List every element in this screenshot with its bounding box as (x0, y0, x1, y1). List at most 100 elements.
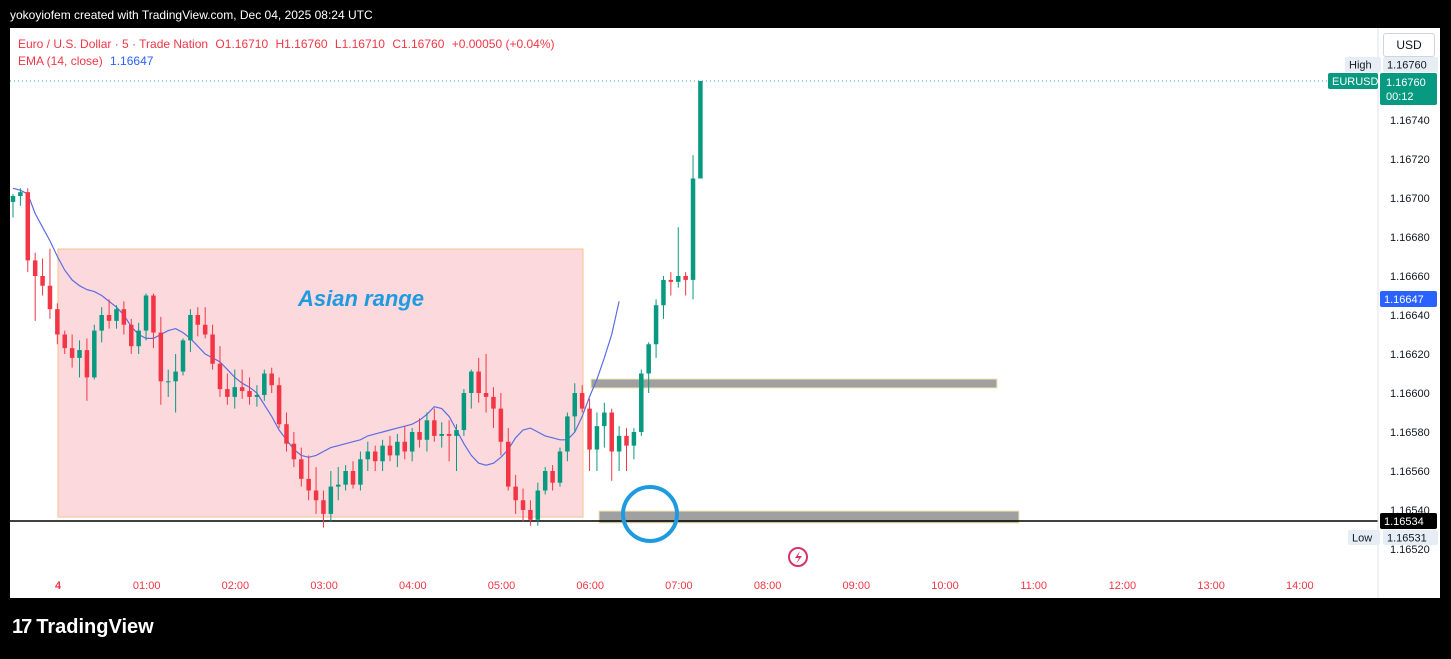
open-value: 1.16710 (224, 37, 269, 51)
x-tick-label: 06:00 (576, 580, 604, 592)
x-tick-label: 11:00 (1020, 580, 1047, 592)
y-tick-label: 1.16740 (1390, 115, 1430, 127)
tradingview-mark-icon: 17 (12, 616, 32, 638)
high-tag-value-bg (1383, 57, 1438, 72)
y-tick-label: 1.16660 (1390, 271, 1430, 283)
candle-body (639, 373, 644, 432)
chart-credit: yokoyiofem created with TradingView.com,… (10, 8, 373, 22)
candle-body (528, 510, 533, 520)
y-tick-label: 1.16620 (1390, 349, 1430, 361)
x-tick-label: 04:00 (399, 580, 427, 592)
high-tag-value: 1.16760 (1387, 60, 1427, 72)
high-label: H (275, 37, 285, 51)
candle-body (232, 387, 237, 397)
candle-body (69, 348, 75, 358)
candle-body (32, 260, 38, 276)
ema-line (12, 187, 620, 466)
candle-body (387, 445, 393, 456)
candle-body (188, 315, 193, 341)
open-label: O (215, 37, 225, 51)
y-tick-label: 1.16520 (1390, 544, 1430, 556)
currency-button[interactable]: USD (1383, 33, 1435, 57)
candle-body (129, 324, 134, 347)
x-tick-label: 09:00 (843, 580, 871, 592)
candle-body (609, 412, 614, 452)
symbol-title[interactable]: Euro / U.S. Dollar · 5 · Trade Nation (18, 37, 209, 51)
last-price-value: 1.16760 (1386, 77, 1426, 89)
candle-body (505, 441, 511, 487)
candle-body (99, 315, 104, 331)
candle-body (328, 486, 334, 514)
candle-body (114, 309, 119, 321)
low-tag-value-bg (1383, 530, 1438, 545)
candle-body (195, 315, 201, 325)
candle-body (284, 424, 289, 444)
candle-body (557, 451, 563, 483)
candle-body (653, 305, 659, 345)
symbol-tag-bg (1328, 73, 1378, 89)
ema-label[interactable]: EMA (14, close) (18, 54, 103, 68)
line-price-tag: 1.16534 (1384, 516, 1424, 528)
event-icon (788, 547, 808, 567)
candle-body (225, 389, 230, 397)
candle-body (550, 471, 555, 483)
symbol-tag: EURUSD (1332, 76, 1379, 88)
candle-body (483, 393, 489, 397)
x-tick-label: 10:00 (931, 580, 959, 592)
low-tag-label: Low (1352, 533, 1372, 545)
ema-price-tag-bg (1380, 291, 1437, 307)
candle-body (520, 500, 526, 510)
candle-body (542, 471, 548, 491)
candle-body (498, 408, 504, 442)
candle-body (254, 394, 260, 397)
candle-body (446, 433, 452, 436)
candle-body (690, 178, 696, 280)
chart-panel[interactable]: Asian range 1.16740 1.16720 1.16700 1.16680… (10, 28, 1440, 598)
candle-body (335, 484, 341, 487)
candle-body (572, 393, 578, 417)
candle-body (143, 295, 149, 331)
high-tag-label-bg (1345, 57, 1381, 72)
candle-body (454, 430, 459, 436)
candle-body (602, 412, 607, 427)
candle-body (276, 385, 282, 425)
x-tick-label: 14:00 (1286, 580, 1314, 592)
ema-value: 1.16647 (110, 54, 154, 68)
candle-body (395, 441, 400, 456)
candle-body (535, 490, 541, 520)
high-tag-label: High (1349, 60, 1372, 72)
chart-legend: Euro / U.S. Dollar · 5 · Trade Nation O1… (18, 36, 558, 70)
candle-body (594, 426, 600, 450)
candle-body (136, 330, 141, 347)
tradingview-logo[interactable]: 17 TradingView (12, 616, 154, 639)
candle-body (491, 396, 496, 409)
ema-price-tag: 1.16647 (1384, 294, 1424, 306)
candle-body (121, 309, 127, 325)
x-tick-label: 02:00 (222, 580, 250, 592)
candle-body (269, 373, 274, 386)
candle-body (217, 363, 223, 390)
asian-range-box (57, 248, 584, 518)
y-tick-label: 1.16720 (1390, 154, 1430, 166)
candle-body (616, 435, 622, 452)
candle-body (683, 276, 688, 280)
candle-body (698, 81, 703, 179)
support-zone (598, 510, 1020, 524)
candle-body (180, 340, 186, 372)
candle-body (47, 285, 53, 310)
candle-body (202, 324, 208, 335)
candle-body (358, 459, 363, 485)
candle-body (92, 330, 97, 378)
high-value: 1.16760 (284, 37, 328, 51)
candle-body (262, 373, 267, 395)
candle-body (25, 192, 31, 261)
x-tick-label: 4 (55, 580, 62, 592)
close-label: C (392, 37, 401, 51)
candle-body (513, 486, 518, 501)
candle-body (409, 432, 415, 452)
candle-body (343, 471, 348, 485)
candle-body (350, 471, 356, 485)
price-chart[interactable]: Asian range 1.16740 1.16720 1.16700 1.16680… (10, 28, 1440, 598)
candle-body (10, 196, 16, 202)
close-value: 1.16760 (401, 37, 445, 51)
